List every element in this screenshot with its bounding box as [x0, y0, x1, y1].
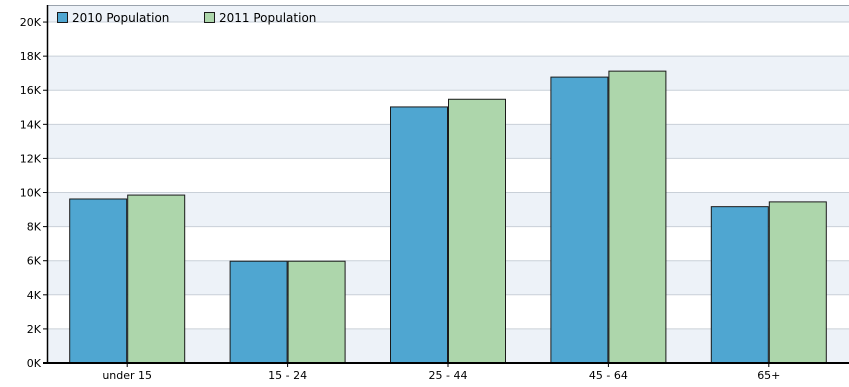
- bar-2010-25-44: [390, 106, 448, 364]
- x-tick-label: 15 - 24: [268, 369, 307, 382]
- bar-2010-65-: [710, 206, 769, 364]
- bar-2010-under-15: [69, 198, 128, 364]
- y-tick-label: 6K: [27, 255, 42, 268]
- y-tick-label: 8K: [27, 221, 42, 234]
- legend-swatch-2011: [204, 12, 215, 23]
- bar-2011-25-44: [448, 98, 506, 364]
- y-tick-label: 20K: [20, 16, 42, 29]
- plot-band: [47, 5, 849, 23]
- legend-label-2011: 2011 Population: [219, 11, 316, 25]
- bar-2011-under-15: [127, 194, 186, 364]
- axes: [43, 5, 849, 367]
- legend-label-2010: 2010 Population: [72, 11, 169, 25]
- y-tick-labels: 0K 2K 4K 6K 8K 10K 12K 14K 16K 18K 20K: [20, 16, 42, 370]
- bars-group: [69, 70, 827, 364]
- plot-band: [47, 22, 849, 57]
- legend-swatch-2010: [57, 12, 68, 23]
- y-tick-label: 12K: [20, 152, 42, 165]
- y-tick-label: 0K: [27, 357, 42, 370]
- y-tick-label: 16K: [20, 84, 42, 97]
- x-tick-label: 25 - 44: [429, 369, 468, 382]
- y-tick-label: 10K: [20, 187, 42, 200]
- bar-2011-15-24: [287, 260, 346, 364]
- bar-2010-15-24: [229, 260, 288, 364]
- y-tick-label: 18K: [20, 50, 42, 63]
- legend: 2010 Population 2011 Population: [57, 11, 316, 25]
- x-tick-label: under 15: [102, 369, 152, 382]
- bar-2010-45-64: [550, 76, 609, 364]
- x-tick-labels: under 15 15 - 24 25 - 44 45 - 64 65+: [102, 369, 780, 382]
- bar-2011-45-64: [608, 70, 667, 364]
- y-tick-label: 4K: [27, 289, 42, 302]
- y-tick-label: 14K: [20, 118, 42, 131]
- y-tick-label: 2K: [27, 323, 42, 336]
- x-tick-label: 45 - 64: [589, 369, 628, 382]
- x-tick-label: 65+: [757, 369, 780, 382]
- plot-band: [47, 56, 849, 91]
- bar-2011-65-: [768, 201, 827, 364]
